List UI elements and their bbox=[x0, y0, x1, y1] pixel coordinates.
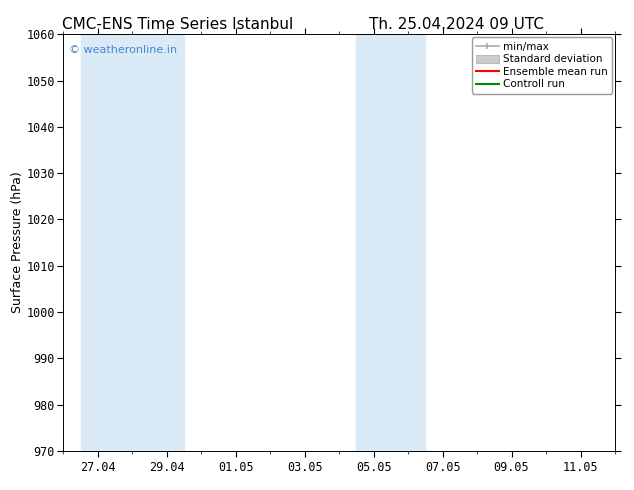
Bar bbox=[81, 34, 184, 451]
Text: CMC-ENS Time Series Istanbul: CMC-ENS Time Series Istanbul bbox=[62, 17, 293, 32]
Text: Th. 25.04.2024 09 UTC: Th. 25.04.2024 09 UTC bbox=[369, 17, 544, 32]
Text: © weatheronline.in: © weatheronline.in bbox=[69, 45, 177, 55]
Y-axis label: Surface Pressure (hPa): Surface Pressure (hPa) bbox=[11, 172, 24, 314]
Bar bbox=[356, 34, 425, 451]
Legend: min/max, Standard deviation, Ensemble mean run, Controll run: min/max, Standard deviation, Ensemble me… bbox=[472, 37, 612, 94]
